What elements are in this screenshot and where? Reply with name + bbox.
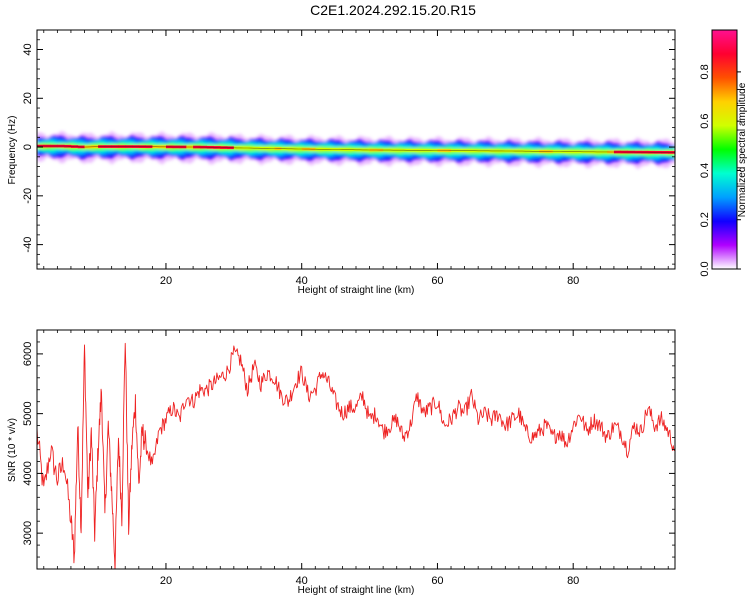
spectrogram-y-tick-label: 20: [22, 92, 34, 104]
spectrogram-heat-layer: [37, 131, 675, 170]
colorbar-tick-label: 0.2: [699, 212, 711, 227]
colorbar-tick-label: 0.0: [699, 261, 711, 276]
colorbar-gradient: [711, 29, 738, 270]
spectrogram-y-tick-label: -20: [22, 188, 34, 204]
snr-x-tick-label: 20: [160, 575, 172, 587]
spectrogram-panel: 20 40 60 80 40 20 0 -20 -40 Height of straight l…: [7, 29, 676, 296]
spectrogram-y-tick-label: 0: [22, 144, 34, 150]
spectrogram-y-tick-label: 40: [22, 43, 34, 55]
spectrogram-x-tick-label: 60: [431, 275, 443, 287]
snr-y-tick-label: 4000: [22, 461, 34, 485]
colorbar-label: Normalized spectral amplitude: [737, 82, 748, 217]
colorbar-tick-label: 0.4: [699, 163, 711, 178]
colorbar-tick-label: 0.6: [699, 114, 711, 129]
spectrogram-y-tick-label: -40: [22, 237, 34, 253]
colorbar-tick-label: 0.8: [699, 64, 711, 79]
spectrogram-x-tick-label: 20: [160, 275, 172, 287]
colorbar: 0.0 0.2 0.4 0.6 0.8 Normalized spectral ampl…: [699, 29, 748, 277]
spectrogram-x-tick-label: 40: [296, 275, 308, 287]
snr-series-line: [37, 342, 675, 569]
snr-x-tick-label: 80: [567, 575, 579, 587]
spectrogram-ticks: 20 40 60 80 40 20 0 -20 -40: [22, 29, 675, 287]
snr-plot-area: [37, 330, 675, 569]
spectrogram-ridge-trace: [37, 145, 675, 153]
spectrogram-y-axis-label: Frequency (Hz): [7, 116, 18, 185]
spectrogram-x-tick-label: 80: [567, 275, 579, 287]
figure-title: C2E1.2024.292.15.20.R15: [310, 2, 476, 18]
snr-x-tick-label: 60: [431, 575, 443, 587]
colorbar-ticks: 0.0 0.2 0.4 0.6 0.8: [699, 64, 741, 277]
snr-y-tick-label: 5000: [22, 401, 34, 425]
snr-y-axis-label: SNR (10 * v/v): [7, 418, 18, 482]
snr-y-tick-label: 6000: [22, 342, 34, 366]
snr-panel: 20 40 60 80 6000 5000 4000 3000 Height of strai…: [7, 329, 676, 596]
snr-y-tick-label: 3000: [22, 521, 34, 545]
snr-ticks: 20 40 60 80 6000 5000 4000 3000: [22, 329, 675, 587]
snr-x-axis-label: Height of straight line (km): [298, 585, 415, 596]
spectrogram-x-axis-label: Height of straight line (km): [298, 285, 415, 296]
snr-x-tick-label: 40: [296, 575, 308, 587]
